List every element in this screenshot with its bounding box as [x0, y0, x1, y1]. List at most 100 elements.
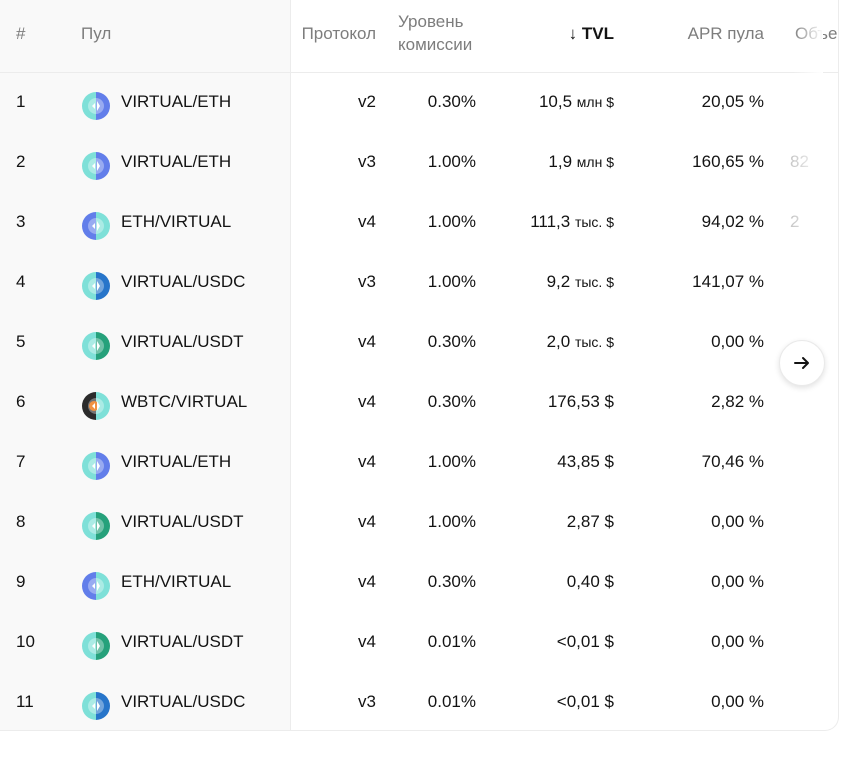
row-index: 9 — [16, 572, 26, 591]
pool-cell[interactable]: ETH/VIRTUAL — [81, 192, 291, 252]
pool-cell[interactable]: VIRTUAL/USDC — [81, 672, 291, 730]
fee-tier: 0.30% — [427, 332, 476, 351]
tvl-unit: тыс. $ — [574, 214, 614, 230]
header-apr[interactable]: APR пула — [687, 24, 764, 43]
pool-pair: VIRTUAL/ETH — [121, 92, 232, 111]
apr-value: 0,00 % — [711, 512, 764, 531]
tvl-value: 1,9 млн $ — [486, 132, 614, 192]
tvl-number: 2,87 $ — [566, 512, 614, 531]
protocol-version: v4 — [358, 452, 376, 471]
row-index: 4 — [16, 272, 26, 291]
scroll-right-button[interactable] — [779, 340, 825, 386]
tvl-unit: тыс. $ — [574, 334, 614, 350]
pool-cell[interactable]: VIRTUAL/USDT — [81, 492, 291, 552]
apr-value: 94,02 % — [701, 212, 764, 231]
pool-pair: VIRTUAL/ETH — [121, 452, 232, 471]
protocol-version: v4 — [358, 212, 376, 231]
fee-tier: 1.00% — [427, 212, 476, 231]
pool-pair: VIRTUAL/USDC — [121, 692, 246, 711]
fee-tier: 1.00% — [427, 152, 476, 171]
pool-pair: WBTC/VIRTUAL — [121, 392, 248, 411]
row-index: 6 — [16, 392, 26, 411]
protocol-version: v3 — [358, 152, 376, 171]
apr-value: 0,00 % — [711, 332, 764, 351]
pool-cell[interactable]: VIRTUAL/ETH — [81, 432, 291, 492]
table-row[interactable]: 11 VIRTUAL/USDC v3 0.01% <0,01 $ 0,00 % — [0, 672, 838, 730]
pool-cell[interactable]: VIRTUAL/ETH — [81, 72, 291, 132]
row-index: 5 — [16, 332, 26, 351]
tvl-value: <0,01 $ — [486, 672, 614, 730]
tvl-value: 2,87 $ — [486, 492, 614, 552]
row-index: 11 — [16, 692, 34, 711]
tvl-unit: тыс. $ — [574, 274, 614, 290]
pools-table: # Пул Протокол Уровень комиссии ↓ TVL AP… — [0, 0, 839, 731]
virtual-usdc-icon — [81, 686, 111, 720]
virtual-eth-icon — [81, 146, 111, 180]
pool-cell[interactable]: VIRTUAL/ETH — [81, 132, 291, 192]
tvl-unit: млн $ — [576, 154, 614, 170]
row-index: 10 — [16, 632, 35, 651]
table-row[interactable]: 9 ETH/VIRTUAL v4 0.30% 0,40 $ 0,00 % — [0, 552, 838, 612]
table-row[interactable]: 4 VIRTUAL/USDC v3 1.00% 9,2 тыс. $ 141,07 % — [0, 252, 838, 312]
tvl-value: 9,2 тыс. $ — [486, 252, 614, 312]
pool-cell[interactable]: ETH/VIRTUAL — [81, 552, 291, 612]
arrow-right-icon — [794, 357, 809, 369]
pool-pair: VIRTUAL/USDC — [121, 272, 246, 291]
pool-pair: VIRTUAL/USDT — [121, 332, 244, 351]
table-header: # Пул Протокол Уровень комиссии ↓ TVL AP… — [0, 0, 838, 73]
tvl-unit: млн $ — [576, 94, 614, 110]
tvl-number: 2,0 — [546, 332, 571, 351]
protocol-version: v4 — [358, 332, 376, 351]
apr-value: 0,00 % — [711, 572, 764, 591]
table-row[interactable]: 8 VIRTUAL/USDT v4 1.00% 2,87 $ 0,00 % — [0, 492, 838, 552]
tvl-number: 111,3 — [530, 212, 571, 231]
row-index: 7 — [16, 452, 26, 471]
tvl-number: 43,85 $ — [557, 452, 614, 471]
sticky-columns-background — [0, 0, 291, 730]
tvl-value: 0,40 $ — [486, 552, 614, 612]
virtual-usdt-icon — [81, 626, 111, 660]
fee-tier: 0.30% — [427, 392, 476, 411]
tvl-value: 43,85 $ — [486, 432, 614, 492]
virtual-usdc-icon — [81, 266, 111, 300]
pool-cell[interactable]: WBTC/VIRTUAL — [81, 372, 291, 432]
apr-value: 0,00 % — [711, 692, 764, 711]
apr-value: 20,05 % — [701, 92, 764, 111]
protocol-version: v4 — [358, 392, 376, 411]
tvl-value: 2,0 тыс. $ — [486, 312, 614, 372]
pool-pair: ETH/VIRTUAL — [121, 572, 232, 591]
pool-cell[interactable]: VIRTUAL/USDT — [81, 312, 291, 372]
pool-pair: ETH/VIRTUAL — [121, 212, 232, 231]
fee-tier: 0.01% — [427, 692, 476, 711]
eth-virtual-icon — [81, 206, 111, 240]
fee-tier: 1.00% — [427, 272, 476, 291]
row-index: 8 — [16, 512, 26, 531]
fee-tier: 0.30% — [427, 92, 476, 111]
row-index: 2 — [16, 152, 26, 171]
virtual-usdt-icon — [81, 506, 111, 540]
apr-value: 2,82 % — [711, 392, 764, 411]
protocol-version: v4 — [358, 572, 376, 591]
pool-pair: VIRTUAL/ETH — [121, 152, 232, 171]
table-row[interactable]: 1 VIRTUAL/ETH v2 0.30% 10,5 млн $ 20,05 % — [0, 72, 838, 132]
tvl-value: 111,3 тыс. $ — [486, 192, 614, 252]
tvl-value: 176,53 $ — [486, 372, 614, 432]
header-tvl-label: TVL — [581, 24, 614, 43]
header-fee[interactable]: Уровень комиссии — [398, 10, 498, 56]
table-row[interactable]: 5 VIRTUAL/USDT v4 0.30% 2,0 тыс. $ 0,00 % — [0, 312, 838, 372]
header-fee-line2: комиссии — [398, 35, 473, 54]
table-row[interactable]: 7 VIRTUAL/ETH v4 1.00% 43,85 $ 70,46 % — [0, 432, 838, 492]
pool-cell[interactable]: VIRTUAL/USDC — [81, 252, 291, 312]
header-tvl[interactable]: ↓ TVL — [534, 22, 614, 45]
apr-value: 0,00 % — [711, 632, 764, 651]
row-index: 3 — [16, 212, 26, 231]
table-row[interactable]: 10 VIRTUAL/USDT v4 0.01% <0,01 $ 0,00 % — [0, 612, 838, 672]
pool-cell[interactable]: VIRTUAL/USDT — [81, 612, 291, 672]
row-index: 1 — [16, 92, 26, 111]
apr-value: 70,46 % — [701, 452, 764, 471]
table-row[interactable]: 6 WBTC/VIRTUAL v4 0.30% 176,53 $ 2,82 % — [0, 372, 838, 432]
tvl-number: 176,53 $ — [547, 392, 614, 411]
header-protocol[interactable]: Протокол — [301, 24, 376, 43]
